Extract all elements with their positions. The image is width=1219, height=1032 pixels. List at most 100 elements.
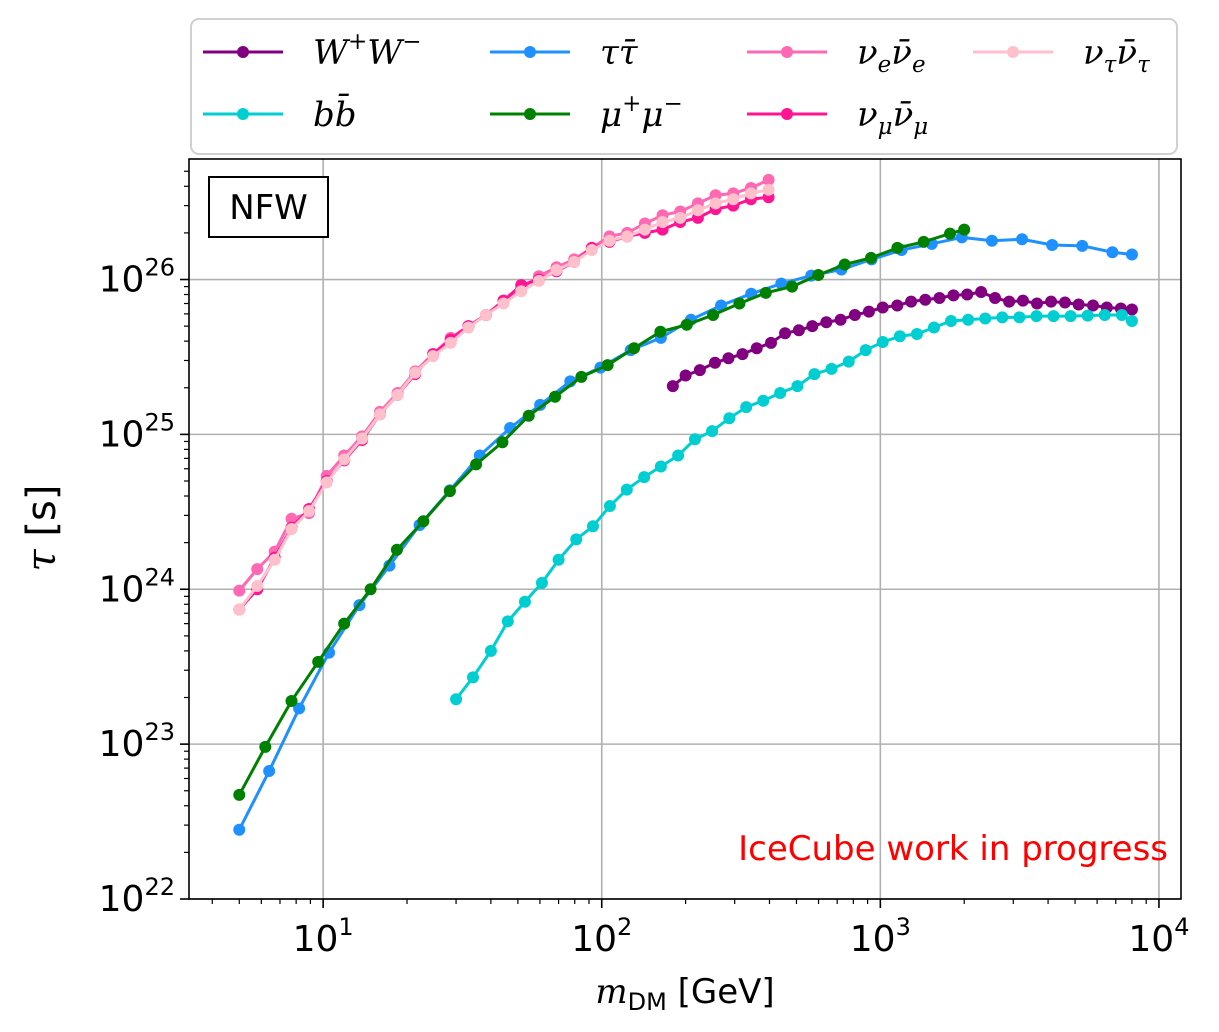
series bbox=[233, 183, 775, 616]
data-point bbox=[549, 390, 562, 403]
data-point bbox=[1003, 295, 1016, 308]
data-point bbox=[975, 286, 988, 299]
data-point bbox=[268, 553, 281, 566]
y-tick-label: 1024 bbox=[99, 563, 175, 610]
data-point bbox=[575, 370, 588, 383]
data-point bbox=[996, 311, 1009, 324]
data-point bbox=[1076, 239, 1089, 252]
data-point bbox=[568, 255, 581, 268]
data-point bbox=[722, 352, 735, 365]
series bbox=[666, 286, 1138, 393]
y-tick-label: 1025 bbox=[99, 408, 175, 455]
data-point bbox=[674, 211, 687, 224]
data-point bbox=[293, 702, 306, 715]
series-layer bbox=[233, 173, 1138, 836]
data-point bbox=[285, 694, 298, 707]
data-point bbox=[775, 277, 788, 290]
legend-marker bbox=[524, 108, 536, 120]
y-tick-label: 1022 bbox=[99, 873, 175, 920]
data-point bbox=[859, 344, 872, 357]
data-point bbox=[688, 433, 701, 446]
data-point bbox=[656, 216, 669, 229]
data-point bbox=[303, 505, 316, 518]
legend-label: bb̄ bbox=[313, 93, 357, 135]
data-point bbox=[233, 788, 246, 801]
data-point bbox=[364, 583, 377, 596]
data-point bbox=[1016, 294, 1029, 307]
data-point bbox=[774, 387, 787, 400]
legend-label: νμν̄μ bbox=[857, 95, 928, 140]
data-point bbox=[865, 251, 878, 264]
data-point bbox=[601, 359, 614, 372]
legend-entry: bb̄ bbox=[203, 93, 357, 135]
data-point bbox=[338, 453, 351, 466]
annotation-box bbox=[208, 176, 329, 238]
data-point bbox=[1013, 311, 1026, 324]
data-point bbox=[679, 369, 692, 382]
legend-marker bbox=[1007, 46, 1019, 58]
data-point bbox=[259, 740, 272, 753]
legend-marker bbox=[781, 108, 793, 120]
data-point bbox=[1046, 239, 1059, 252]
data-point bbox=[891, 299, 904, 312]
data-point bbox=[233, 823, 246, 836]
data-point bbox=[470, 458, 483, 471]
data-point bbox=[570, 533, 583, 546]
data-point bbox=[806, 320, 819, 333]
data-point bbox=[764, 336, 777, 349]
data-point bbox=[1125, 314, 1138, 327]
data-point bbox=[709, 197, 722, 210]
data-point bbox=[1047, 310, 1060, 323]
grid bbox=[189, 159, 1181, 900]
data-point bbox=[792, 324, 805, 337]
data-point bbox=[715, 299, 728, 312]
x-tick-label: 103 bbox=[850, 913, 911, 960]
data-point bbox=[842, 355, 855, 368]
data-point bbox=[1031, 297, 1043, 310]
data-point bbox=[496, 436, 509, 449]
data-point bbox=[532, 274, 545, 287]
data-point bbox=[383, 559, 396, 572]
data-point bbox=[466, 671, 479, 684]
data-point bbox=[744, 187, 757, 200]
data-point bbox=[958, 223, 971, 236]
data-point bbox=[666, 380, 679, 393]
x-axis-label: mDM [GeV] bbox=[595, 972, 774, 1016]
legend-entry: νμν̄μ bbox=[747, 95, 928, 140]
data-point bbox=[733, 297, 746, 310]
data-point bbox=[320, 476, 333, 489]
data-point bbox=[312, 655, 325, 668]
legend-label: νeν̄e bbox=[857, 33, 926, 78]
data-point bbox=[1115, 309, 1128, 321]
data-point bbox=[757, 394, 770, 407]
data-point bbox=[518, 595, 531, 608]
data-point bbox=[947, 289, 960, 302]
data-point bbox=[444, 336, 457, 349]
data-point bbox=[417, 515, 430, 528]
data-point bbox=[989, 291, 1002, 304]
legend-marker bbox=[237, 46, 249, 58]
data-point bbox=[620, 483, 633, 496]
data-point bbox=[740, 401, 753, 414]
data-point bbox=[876, 301, 889, 314]
legend-label: W+W− bbox=[313, 29, 421, 73]
legend-marker bbox=[524, 46, 536, 58]
legend-label: ντν̄τ bbox=[1083, 33, 1151, 78]
data-point bbox=[522, 409, 535, 422]
data-point bbox=[263, 765, 276, 778]
data-point bbox=[680, 318, 693, 331]
legend-entry: ντν̄τ bbox=[973, 33, 1151, 78]
data-point bbox=[786, 280, 799, 293]
data-point bbox=[820, 316, 833, 329]
legend: W+W− bb̄ ττ̄ μ+μ− νeν̄e νμν̄μ ντν̄τ bbox=[190, 18, 1178, 155]
data-point bbox=[961, 288, 974, 301]
data-point bbox=[427, 350, 440, 363]
legend-label: μ+μ− bbox=[600, 91, 683, 135]
x-tick-label: 102 bbox=[571, 913, 632, 960]
legend-entry: ττ̄ bbox=[490, 33, 639, 73]
data-point bbox=[891, 241, 904, 254]
data-point bbox=[515, 285, 528, 298]
legend-label: ττ̄ bbox=[600, 33, 639, 73]
series bbox=[450, 309, 1138, 706]
data-point bbox=[750, 342, 763, 355]
